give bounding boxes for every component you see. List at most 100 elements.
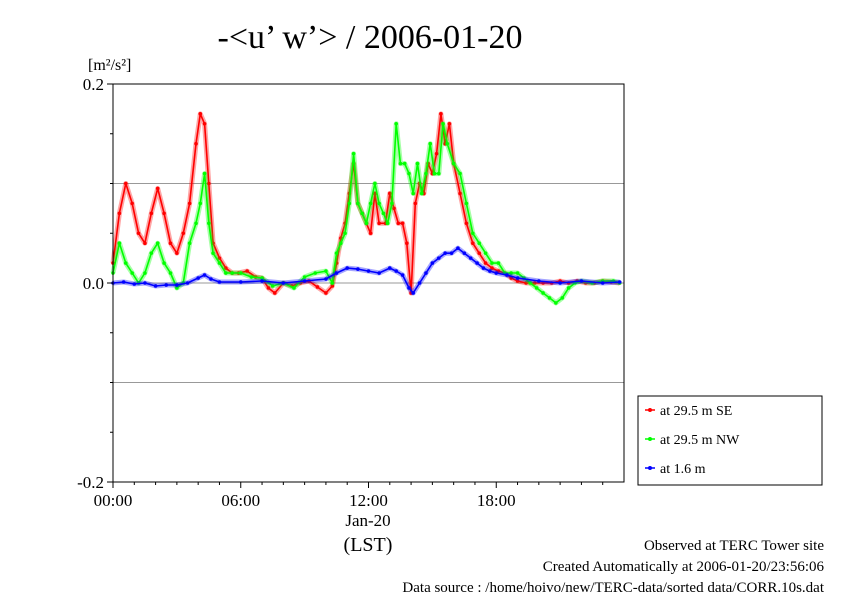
footer-created: Created Automatically at 2006-01-20/23:5… bbox=[543, 559, 825, 575]
data-point bbox=[387, 191, 392, 196]
data-point bbox=[207, 221, 211, 226]
data-point bbox=[436, 171, 441, 176]
data-point bbox=[356, 201, 360, 206]
x-axis-label: (LST) bbox=[344, 534, 393, 556]
data-point bbox=[377, 271, 381, 275]
data-point bbox=[211, 251, 215, 255]
data-point bbox=[123, 181, 128, 186]
x-tick-label: 18:00 bbox=[477, 491, 516, 510]
data-point bbox=[554, 301, 558, 305]
data-point bbox=[334, 271, 339, 275]
data-point bbox=[117, 211, 122, 216]
data-point bbox=[458, 191, 462, 196]
data-point bbox=[387, 266, 392, 270]
data-point bbox=[458, 171, 462, 176]
data-point bbox=[449, 251, 454, 255]
data-point bbox=[443, 251, 447, 255]
data-point bbox=[260, 276, 264, 280]
data-point bbox=[187, 241, 192, 245]
data-point bbox=[394, 122, 398, 126]
data-point bbox=[456, 246, 460, 250]
data-point bbox=[424, 271, 428, 275]
data-point bbox=[343, 231, 347, 236]
data-point bbox=[509, 271, 513, 275]
data-point bbox=[302, 279, 307, 283]
data-point bbox=[439, 112, 443, 116]
legend-swatch-marker bbox=[648, 437, 652, 441]
data-point bbox=[407, 171, 411, 176]
data-point bbox=[394, 269, 398, 273]
data-point bbox=[194, 141, 198, 146]
data-point bbox=[198, 201, 203, 206]
data-point bbox=[260, 279, 264, 283]
y-axis-unit: [m²/s²] bbox=[88, 57, 131, 74]
data-point bbox=[377, 221, 381, 226]
data-point bbox=[560, 296, 565, 300]
data-point bbox=[441, 122, 445, 126]
data-point bbox=[313, 271, 318, 275]
data-point bbox=[477, 251, 482, 255]
data-point bbox=[428, 141, 433, 146]
data-point bbox=[217, 280, 222, 284]
data-point bbox=[534, 286, 539, 290]
data-point bbox=[400, 221, 405, 226]
data-point bbox=[432, 171, 437, 176]
chart-title: -<u’ w’> / 2006-01-20 bbox=[218, 19, 523, 56]
data-point bbox=[385, 221, 390, 226]
data-point bbox=[217, 256, 222, 260]
data-point bbox=[496, 261, 501, 265]
legend-box bbox=[637, 395, 823, 486]
data-point bbox=[411, 191, 416, 196]
data-point bbox=[345, 266, 350, 270]
data-point bbox=[373, 181, 377, 186]
data-point bbox=[123, 261, 128, 265]
data-point bbox=[266, 286, 271, 290]
data-point bbox=[405, 241, 409, 245]
data-point bbox=[617, 280, 622, 284]
data-point bbox=[162, 261, 166, 265]
x-axis-date-label: Jan-20 bbox=[345, 511, 390, 530]
data-point bbox=[547, 296, 552, 300]
data-point bbox=[415, 161, 420, 166]
data-point bbox=[121, 280, 126, 284]
data-point bbox=[202, 273, 207, 277]
data-point bbox=[505, 273, 509, 277]
data-point bbox=[528, 281, 533, 285]
data-point bbox=[292, 286, 296, 290]
data-point bbox=[488, 269, 492, 273]
data-point bbox=[471, 231, 475, 236]
data-point bbox=[537, 279, 541, 283]
data-point bbox=[315, 285, 320, 289]
data-point bbox=[368, 201, 373, 206]
data-point bbox=[419, 191, 424, 196]
data-point bbox=[198, 112, 203, 116]
data-point bbox=[600, 281, 605, 285]
data-point bbox=[411, 291, 416, 295]
data-point bbox=[392, 206, 396, 211]
data-point bbox=[381, 211, 386, 216]
data-point bbox=[490, 266, 494, 270]
data-point bbox=[451, 161, 456, 166]
data-point bbox=[477, 241, 482, 245]
data-point bbox=[238, 271, 243, 275]
data-point bbox=[424, 171, 428, 176]
data-point bbox=[339, 241, 343, 245]
data-point bbox=[579, 279, 584, 283]
data-point bbox=[324, 277, 328, 281]
data-point bbox=[202, 171, 207, 176]
data-point bbox=[494, 271, 499, 275]
data-point bbox=[360, 211, 364, 216]
data-point bbox=[302, 275, 307, 279]
data-point bbox=[524, 281, 528, 285]
data-point bbox=[164, 283, 169, 287]
data-point bbox=[558, 281, 562, 285]
data-point bbox=[143, 271, 147, 275]
data-point bbox=[185, 281, 190, 285]
data-point bbox=[162, 211, 166, 216]
data-point bbox=[230, 271, 235, 275]
data-point bbox=[364, 221, 369, 226]
data-point bbox=[515, 279, 520, 283]
x-ticks: 00:00 06:00 12:00 18:00 bbox=[94, 482, 604, 510]
footer-source: Data source : /home/hoivo/new/TERC-data/… bbox=[402, 580, 824, 595]
